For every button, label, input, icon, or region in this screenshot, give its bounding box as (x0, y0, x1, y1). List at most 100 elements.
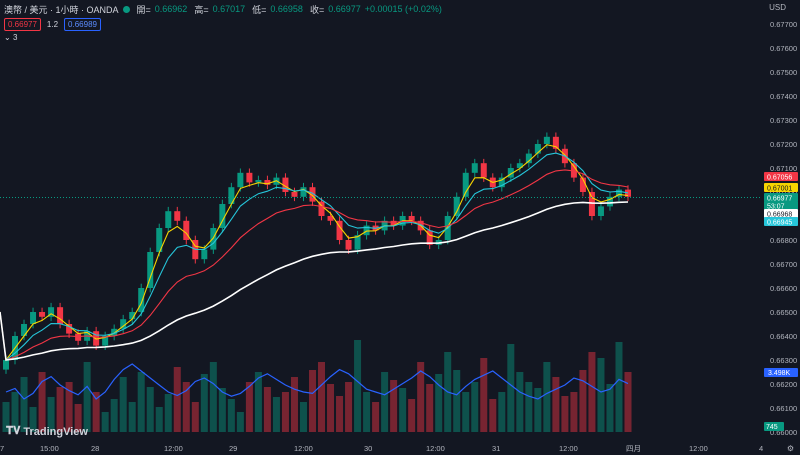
candle (516, 163, 523, 168)
volume-bar (101, 412, 109, 432)
low-label: 低= (252, 4, 267, 15)
volume-bar (336, 396, 344, 432)
volume-bar (597, 358, 605, 432)
candle (462, 172, 469, 197)
indicator-count: 3 (12, 33, 18, 42)
volume-bar (471, 382, 479, 432)
sell-button[interactable]: 0.66977 (4, 18, 41, 31)
price-label: 0.66945 (767, 220, 792, 227)
candle (237, 172, 244, 188)
volume-bar (299, 402, 307, 432)
volume-bar (146, 387, 154, 432)
candle (201, 249, 208, 260)
volume-bar (110, 399, 118, 432)
volume-bar (390, 380, 398, 432)
volume-bar (363, 392, 371, 432)
x-axis-tick: 12:00 (294, 444, 313, 453)
volume-bar (11, 392, 19, 432)
candle (156, 228, 163, 252)
volume-bar (399, 388, 407, 432)
price-label: 53:07 (767, 204, 785, 211)
volume-bar (570, 392, 578, 432)
ema-mid-line (0, 152, 629, 362)
candle (471, 163, 478, 173)
candle (129, 312, 136, 320)
volume-bar (209, 362, 217, 432)
price-label: 0.67056 (767, 175, 792, 182)
volume-bar (254, 372, 262, 432)
candle (120, 319, 127, 329)
x-axis-tick: 12:00 (559, 444, 578, 453)
candle (219, 204, 226, 228)
candle (453, 196, 460, 216)
volume-bar (92, 392, 100, 432)
candle (39, 312, 46, 317)
y-axis-tick: 0.66400 (770, 332, 797, 341)
candle (75, 333, 82, 341)
y-axis-tick: 0.66000 (770, 428, 797, 437)
volume-bar (83, 362, 91, 432)
candle (174, 211, 181, 221)
volume-bar (182, 382, 190, 432)
y-axis-tick: 0.67400 (770, 92, 797, 101)
volume-bar (381, 372, 389, 432)
candle (408, 216, 415, 221)
candle (525, 153, 532, 164)
candle (246, 172, 253, 183)
price-label: 0.66968 (767, 212, 792, 219)
volume-bar (606, 384, 614, 432)
x-axis-tick: 28 (91, 444, 99, 453)
volume-bar (327, 384, 335, 432)
volume-bar (38, 372, 46, 432)
tradingview-logo[interactable]: 𝐓𝐕 TradingView (6, 425, 88, 438)
candle (390, 220, 397, 226)
volume-bar (534, 388, 542, 432)
volume-bar (74, 404, 82, 432)
volume-bar (579, 370, 587, 432)
y-axis-tick: 0.67000 (770, 188, 797, 197)
candle (327, 216, 334, 221)
volume-bar (417, 362, 425, 432)
volume-bar (507, 344, 515, 432)
candle (183, 220, 190, 240)
currency-label[interactable]: USD (769, 3, 786, 12)
price-label: 0.66977 (767, 196, 792, 203)
candle (21, 324, 28, 336)
y-axis-tick: 0.67100 (770, 164, 797, 173)
indicators-toggle[interactable]: ⌄ 3 (4, 33, 17, 42)
candle (48, 307, 55, 317)
symbol-title[interactable]: 澳幣 / 美元 · 1小時 · OANDA (4, 4, 119, 15)
y-axis-tick: 0.67300 (770, 116, 797, 125)
chevron-down-icon: ⌄ (4, 33, 11, 42)
close-label: 收= (309, 4, 325, 15)
legend-header: 澳幣 / 美元 · 1小時 · OANDA 開= 0.66962 高= 0.6701… (4, 2, 442, 16)
candle (66, 324, 73, 334)
candle (255, 180, 262, 183)
y-axis-tick: 0.66700 (770, 260, 797, 269)
candle (282, 177, 289, 192)
high-label: 高= (194, 4, 209, 15)
candle (138, 288, 145, 312)
volume-bar (525, 382, 533, 432)
volume-bar (263, 387, 271, 432)
y-axis-tick: 0.67600 (770, 44, 797, 53)
bottom-controls: ⚙ (787, 444, 794, 453)
candle (498, 177, 505, 188)
price-label-box (764, 201, 798, 210)
vol-label-box (764, 422, 784, 431)
bid-ask-row: 0.66977 1.2 0.66989 (4, 18, 101, 31)
osc-label-box (764, 368, 798, 377)
change-value: +0.00015 (+0.02%) (364, 4, 442, 14)
candle (57, 307, 64, 324)
y-axis-tick: 0.67700 (770, 20, 797, 29)
gear-icon[interactable]: ⚙ (786, 444, 794, 453)
volume-bar (552, 377, 560, 432)
spread-value: 1.2 (46, 20, 59, 29)
price-label-box (764, 209, 798, 218)
volume-bar (516, 372, 524, 432)
candle (210, 228, 217, 250)
volume-bar (155, 407, 163, 432)
buy-button[interactable]: 0.66989 (64, 18, 101, 31)
close-value: 0.66977 (328, 4, 361, 14)
